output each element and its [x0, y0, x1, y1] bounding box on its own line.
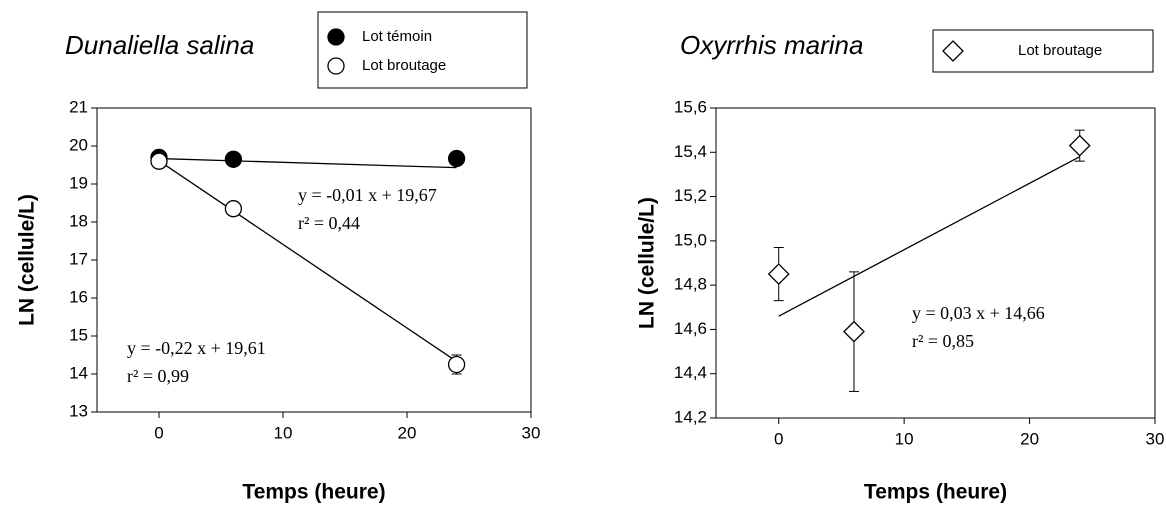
x-tick-label: 30: [522, 423, 541, 442]
marker: [447, 149, 466, 168]
marker: [224, 200, 243, 218]
regression-label: y = -0,01 x + 19,67: [298, 185, 437, 205]
x-tick-label: 10: [895, 429, 914, 448]
y-tick-label: 14,8: [674, 275, 707, 294]
y-tick-label: 15: [69, 325, 88, 344]
y-tick-label: 19: [69, 173, 88, 192]
x-tick-label: 10: [274, 423, 293, 442]
legend-label: Lot témoin: [362, 28, 432, 45]
chart-title: Oxyrrhis marina: [680, 30, 863, 60]
y-tick-label: 21: [69, 97, 88, 116]
regression-line: [778, 156, 1081, 317]
y-tick-label: 15,2: [674, 186, 707, 205]
plot-frame: [715, 107, 1156, 419]
regression-line: [158, 160, 457, 362]
y-tick-label: 14,6: [674, 319, 707, 338]
y-axis-label: LN (cellule/L): [16, 194, 39, 326]
x-axis-label: Temps (heure): [864, 481, 1007, 504]
y-tick-label: 15,4: [674, 142, 707, 161]
regression-label: r² = 0,99: [127, 366, 189, 386]
x-tick-label: 30: [1146, 429, 1165, 448]
y-tick-label: 15,0: [674, 230, 707, 249]
regression-label: r² = 0,44: [298, 213, 360, 233]
regression-label: y = 0,03 x + 14,66: [912, 303, 1045, 323]
regression-line: [158, 157, 457, 169]
y-tick-label: 14,4: [674, 363, 707, 382]
y-tick-label: 16: [69, 287, 88, 306]
legend-marker: [327, 28, 345, 46]
legend-label: Lot broutage: [362, 57, 446, 74]
chart-title: Dunaliella salina: [65, 30, 254, 60]
marker: [150, 152, 168, 170]
y-tick-label: 13: [69, 401, 88, 420]
legend-label: Lot broutage: [1018, 42, 1102, 59]
x-tick-label: 0: [774, 429, 783, 448]
regression-label: y = -0,22 x + 19,61: [127, 338, 266, 358]
y-tick-label: 15,6: [674, 97, 707, 116]
marker: [447, 355, 466, 374]
y-axis-label: LN (cellule/L): [636, 197, 659, 329]
marker: [224, 150, 243, 168]
legend-box: [317, 11, 528, 89]
y-tick-label: 14: [69, 363, 88, 382]
marker: [843, 320, 865, 343]
y-tick-label: 14,2: [674, 407, 707, 426]
x-axis-label: Temps (heure): [242, 481, 385, 504]
regression-label: r² = 0,85: [912, 331, 974, 351]
x-tick-label: 20: [1020, 429, 1039, 448]
legend-box: [932, 29, 1154, 73]
x-tick-label: 0: [154, 423, 163, 442]
x-tick-label: 20: [398, 423, 417, 442]
marker: [1068, 134, 1091, 157]
marker: [767, 263, 790, 285]
y-tick-label: 17: [69, 249, 88, 268]
y-tick-label: 20: [69, 135, 88, 154]
y-tick-label: 18: [69, 211, 88, 230]
legend-marker: [327, 57, 345, 75]
legend-marker: [942, 40, 964, 62]
